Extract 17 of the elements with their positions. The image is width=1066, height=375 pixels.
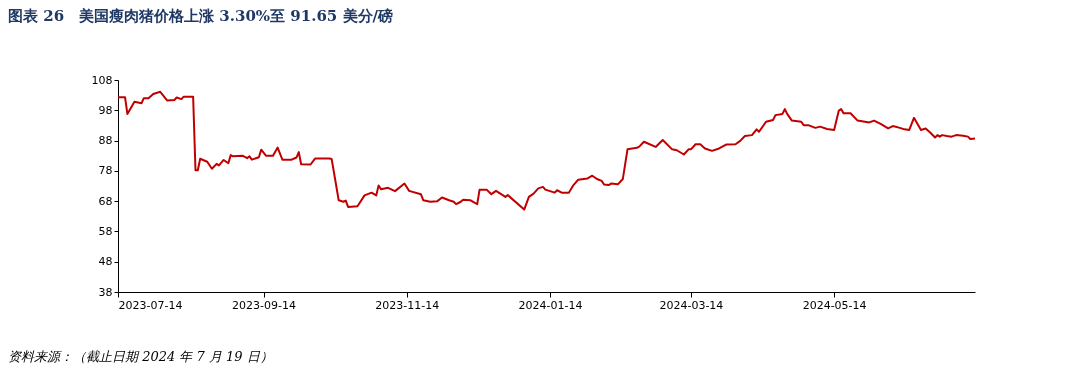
y-tick-label: 58 — [98, 224, 113, 238]
x-tick-label: 2023-09-14 — [232, 298, 297, 312]
x-tick-label: 2024-05-14 — [802, 298, 867, 312]
y-tick-label: 78 — [98, 164, 113, 178]
x-tick-label: 2024-01-14 — [518, 298, 583, 312]
x-tick-label: 2023-11-14 — [375, 298, 440, 312]
y-tick-label: 68 — [98, 194, 113, 208]
y-tick-label: 38 — [98, 285, 113, 299]
text: 资料来源：（截止日期 2024 年 7 月 19 日） — [8, 349, 273, 364]
x-tick-label: 2023-07-14 — [118, 298, 183, 312]
chart-title: 图表 26 美国瘦肉猪价格上涨 3.30%至 91.65 美分/磅 — [8, 7, 393, 25]
line-series — [117, 90, 976, 211]
y-tick-label: 108 — [91, 73, 113, 87]
y-tick-label: 98 — [98, 103, 113, 117]
y-tick-label: 48 — [98, 255, 113, 269]
x-tick-label: 2024-03-14 — [659, 298, 724, 312]
y-tick-label: 88 — [98, 134, 113, 148]
